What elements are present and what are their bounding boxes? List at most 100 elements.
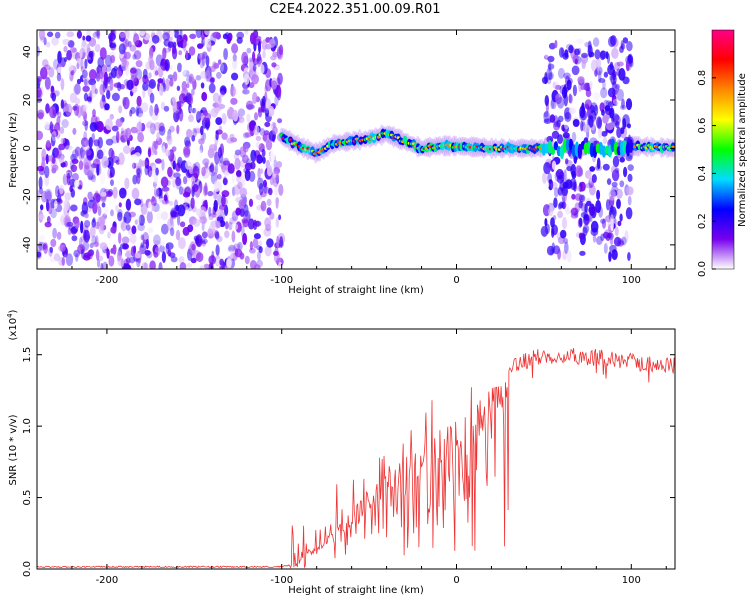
heatmap-cell [97, 136, 104, 149]
heatmap-cell [550, 146, 556, 155]
heatmap-cell [570, 207, 579, 216]
heatmap-cell [194, 178, 202, 189]
heatmap-cell [130, 126, 138, 134]
heatmap-cell [186, 83, 190, 89]
heatmap-cell [95, 202, 100, 209]
heatmap-cell [40, 190, 48, 203]
heatmap-cell [67, 40, 75, 48]
heatmap-cell [165, 242, 174, 250]
heatmap-cell [600, 233, 605, 242]
heatmap-cell [547, 55, 555, 63]
heatmap-cell [252, 51, 256, 63]
heatmap-cell [158, 125, 166, 136]
heatmap-cell [245, 100, 254, 111]
heatmap-cell [93, 192, 101, 204]
heatmap-cell [142, 68, 148, 79]
heatmap-cell [268, 38, 276, 48]
heatmap-cell [191, 243, 196, 251]
heatmap-cell [241, 51, 249, 65]
heatmap-cell [615, 83, 621, 90]
heatmap-cell [274, 186, 279, 197]
heatmap-cell [149, 92, 155, 104]
heatmap-cell [179, 30, 183, 40]
heatmap-cell [228, 221, 233, 231]
heatmap-cell [70, 188, 76, 198]
heatmap-cell [143, 262, 148, 269]
heatmap-cell [157, 78, 164, 84]
heatmap-cell [133, 50, 142, 60]
heatmap-cell [239, 187, 248, 198]
colorbar-label: Normalized spectral amplitude [737, 73, 748, 227]
colorbar-tick-label: 0.2 [697, 213, 708, 229]
heatmap-cell [151, 195, 155, 202]
heatmap-cell [619, 157, 625, 163]
heatmap-cell [130, 67, 137, 74]
heatmap-cell [546, 67, 553, 80]
snr-xtick-label: -100 [270, 575, 293, 586]
heatmap-cell [62, 38, 70, 46]
heatmap-cell [104, 103, 110, 111]
heatmap-cell [126, 31, 135, 39]
heatmap-cell [544, 95, 549, 107]
heatmap-cell [560, 229, 567, 239]
heatmap-cell [583, 213, 590, 225]
heatmap-cell [268, 187, 273, 196]
heatmap-cell [199, 238, 208, 245]
heatmap-cell [230, 137, 238, 143]
heatmap-cell [67, 227, 72, 236]
heatmap-cell [47, 31, 54, 38]
heatmap-cell [253, 264, 261, 269]
heatmap-cell [213, 106, 220, 114]
heatmap-cell [609, 205, 614, 213]
heatmap-cell [101, 249, 107, 255]
heatmap-cell [112, 244, 117, 255]
heatmap-cell [136, 168, 141, 175]
heatmap-cell [120, 258, 125, 267]
heatmap-cell [101, 94, 106, 103]
heatmap-cell [110, 30, 114, 35]
heatmap-cell [577, 76, 585, 84]
heatmap-cell [84, 120, 88, 131]
heatmap-cell [82, 72, 87, 82]
heatmap-cell [546, 135, 554, 143]
heatmap-cell [254, 112, 258, 121]
heatmap-cell [169, 125, 175, 133]
heatmap-cell [62, 100, 67, 107]
heatmap-cell [275, 77, 281, 90]
heatmap-cell [80, 66, 86, 73]
heatmap-cell [57, 50, 62, 64]
heatmap-cell [257, 250, 261, 261]
heatmap-cell [278, 261, 282, 269]
heatmap-cell [178, 30, 186, 36]
heatmap-cell [249, 57, 253, 63]
heatmap-cell [116, 250, 122, 262]
heatmap-cell [157, 198, 165, 209]
heatmap-cell [578, 194, 586, 203]
heatmap-cell [161, 198, 170, 205]
heatmap-cell [600, 50, 607, 60]
heatmap-cell [58, 244, 66, 252]
heatmap-cell [118, 105, 123, 114]
heatmap-cell [273, 250, 279, 256]
heatmap-cell [138, 76, 143, 84]
heatmap-cell [147, 165, 153, 178]
heatmap-cell [265, 139, 273, 151]
heatmap-cell [190, 197, 195, 210]
heatmap-cell [242, 233, 248, 245]
heatmap-cell [76, 78, 82, 85]
heatmap-cell [65, 103, 73, 117]
heatmap-cell [128, 256, 136, 264]
heatmap-cell [148, 170, 157, 178]
heatmap-cell [258, 246, 263, 254]
heatmap-cell [69, 92, 78, 103]
heatmap-cell [131, 162, 137, 169]
heatmap-cell [138, 214, 145, 226]
heatmap-cell [562, 217, 567, 230]
heatmap-cell [167, 218, 175, 231]
heatmap-cell [126, 79, 134, 91]
heatmap-cell [136, 74, 141, 80]
snr-panel: -200 -100 0 100 0.0 0.5 1.0 1.5 Height of stra… [6, 309, 676, 596]
heatmap-cell [59, 184, 64, 194]
heatmap-cell [226, 97, 231, 110]
heatmap-cell [619, 180, 625, 188]
